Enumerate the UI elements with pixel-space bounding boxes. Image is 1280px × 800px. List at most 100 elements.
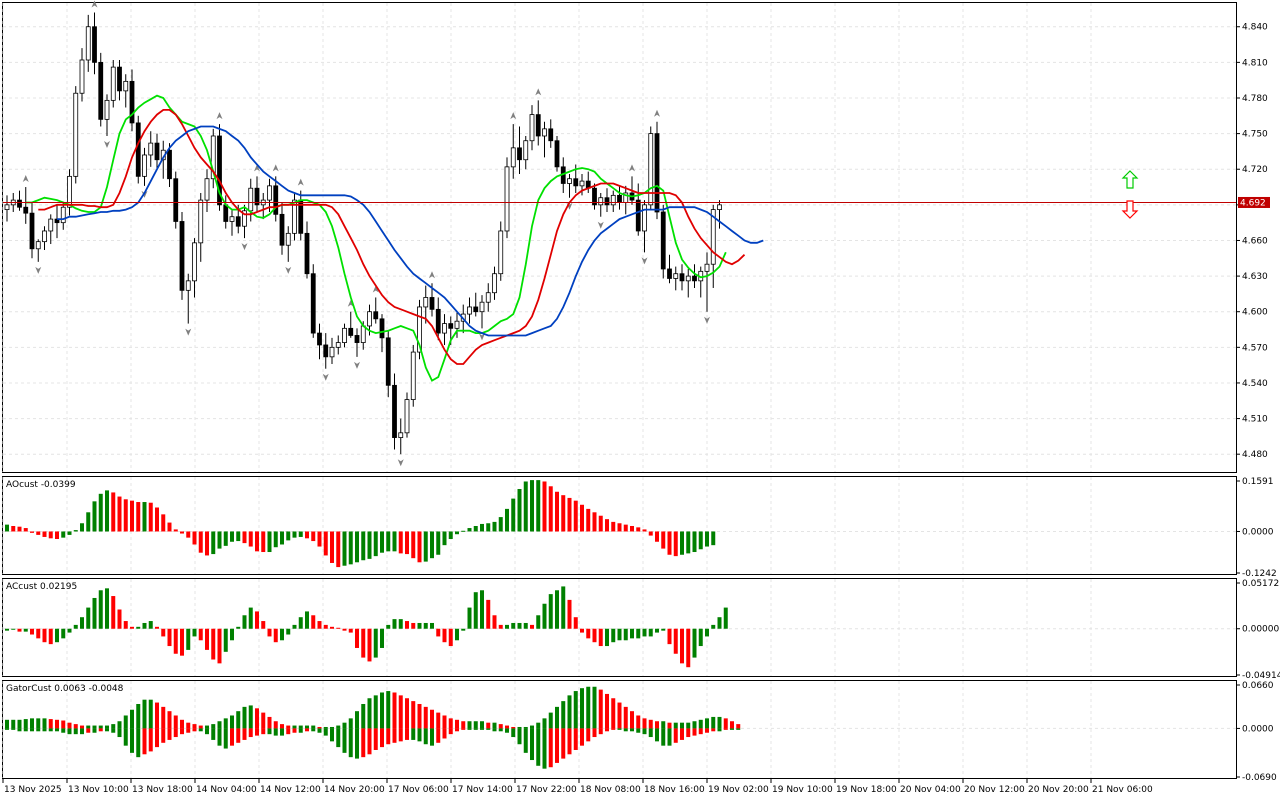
histogram-bar xyxy=(373,628,378,658)
candle-body xyxy=(148,142,154,156)
histogram-bar xyxy=(648,531,653,536)
candle-body xyxy=(410,351,416,400)
histogram-bar xyxy=(211,531,216,555)
y-tick-label: 0.0000 xyxy=(1242,527,1274,537)
histogram-bar xyxy=(692,628,697,658)
histogram-bar xyxy=(17,526,22,532)
histogram-bar xyxy=(198,628,203,641)
gator-upper-bar xyxy=(361,703,366,729)
histogram-bar xyxy=(242,615,247,629)
gator-upper-bar xyxy=(186,722,191,729)
histogram-bar xyxy=(180,531,184,534)
candle-body xyxy=(673,273,679,279)
fractal-up-icon xyxy=(91,0,98,8)
candle-body xyxy=(579,180,585,187)
candle-body xyxy=(279,213,285,246)
histogram-bar xyxy=(123,499,128,532)
gator-lower-bar xyxy=(111,728,116,733)
histogram-bar xyxy=(130,500,134,532)
candle-body xyxy=(660,211,666,270)
histogram-bar xyxy=(636,527,641,532)
histogram-bar xyxy=(548,594,553,629)
gator-lower-bar xyxy=(661,728,666,746)
gator-lower-bar xyxy=(61,728,66,733)
candle-body xyxy=(573,178,579,187)
candle-body xyxy=(385,337,391,386)
histogram-bar xyxy=(523,622,528,629)
histogram-bar xyxy=(361,531,366,561)
gator-upper-bar xyxy=(55,719,59,729)
main-price-pane[interactable] xyxy=(2,2,1237,473)
histogram-bar xyxy=(73,624,78,629)
histogram-bar xyxy=(530,480,534,532)
candle-body xyxy=(348,327,354,336)
gator-lower-bar xyxy=(148,728,153,752)
gator-upper-bar xyxy=(611,698,616,729)
candle-body xyxy=(248,187,254,212)
candle-body xyxy=(423,297,429,308)
gator-lower-bar xyxy=(530,728,534,761)
gator-upper-bar xyxy=(430,709,434,729)
gator-upper-bar xyxy=(467,721,472,729)
gator-upper-bar xyxy=(161,706,166,729)
histogram-bar xyxy=(392,531,397,552)
histogram-bar xyxy=(330,531,334,563)
histogram-bar xyxy=(442,531,447,546)
histogram-bar xyxy=(536,480,541,532)
histogram-bar xyxy=(398,619,403,629)
histogram-bar xyxy=(573,617,578,629)
candle-body xyxy=(610,194,616,206)
candle-body xyxy=(242,210,247,227)
candle-body xyxy=(498,230,504,275)
candle-body xyxy=(648,133,654,206)
ao-title: AOcust -0.0399 xyxy=(6,480,76,490)
candle-body xyxy=(417,306,422,353)
histogram-bar xyxy=(242,531,247,544)
y-tick-label: 4.480 xyxy=(1242,450,1268,460)
candle-body xyxy=(535,114,541,137)
gator-lower-bar xyxy=(717,728,722,732)
candle-body xyxy=(529,114,535,142)
histogram-bar xyxy=(280,628,284,641)
gator-lower-bar xyxy=(161,728,166,743)
gator-upper-bar xyxy=(523,726,528,729)
candle-body xyxy=(692,275,697,282)
histogram-bar xyxy=(486,523,491,532)
x-tick-label: 18 Nov 08:00 xyxy=(580,785,641,795)
candle-body xyxy=(354,335,360,343)
histogram-bar xyxy=(436,628,441,637)
candle-body xyxy=(23,206,29,214)
histogram-bar xyxy=(330,626,334,629)
candle-body xyxy=(442,323,447,334)
x-tick-label: 21 Nov 06:00 xyxy=(1092,785,1153,795)
histogram-bar xyxy=(398,531,403,554)
y-tick-label: 0.1591 xyxy=(1242,477,1274,487)
histogram-bar xyxy=(492,521,497,532)
histogram-bar xyxy=(323,624,328,629)
gator-upper-bar xyxy=(386,691,391,729)
histogram-bar xyxy=(198,531,203,553)
fractal-up-icon xyxy=(510,112,517,120)
histogram-bar xyxy=(267,628,272,637)
candle-body xyxy=(710,209,716,265)
histogram-bar xyxy=(455,531,459,535)
gator-lower-bar xyxy=(592,728,597,738)
fractal-up-icon xyxy=(535,88,542,96)
gator-upper-bar xyxy=(148,699,153,729)
histogram-bar xyxy=(292,624,297,629)
gator-upper-bar xyxy=(617,702,622,729)
current-price-tag xyxy=(1238,196,1270,208)
current-price-label: 4.692 xyxy=(1240,198,1266,208)
histogram-bar xyxy=(692,531,697,553)
histogram-bar xyxy=(448,628,453,647)
histogram-bar xyxy=(217,531,222,549)
y-tick-label: 4.720 xyxy=(1242,165,1268,175)
histogram-bar xyxy=(192,628,197,637)
ac-indicator-pane[interactable] xyxy=(2,578,1237,677)
histogram-bar xyxy=(286,531,291,541)
histogram-bar xyxy=(105,490,109,532)
gator-lower-bar xyxy=(73,728,78,735)
gator-lower-bar xyxy=(442,728,447,739)
gator-upper-bar xyxy=(342,722,347,729)
